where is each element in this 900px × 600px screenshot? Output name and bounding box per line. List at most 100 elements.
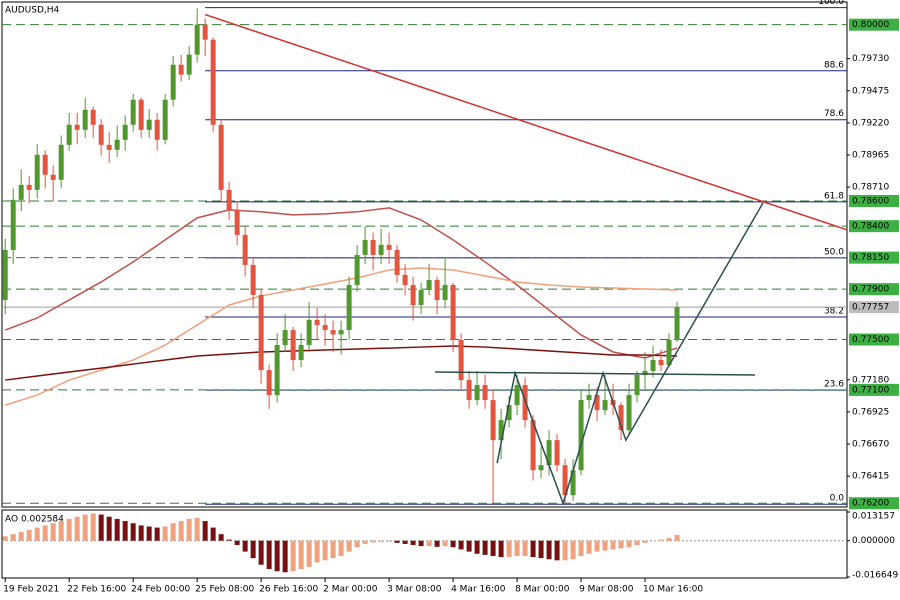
ao-bar <box>82 514 88 541</box>
candle-body <box>402 274 408 285</box>
candle-body <box>178 64 184 75</box>
ao-bar <box>10 534 16 541</box>
ao-bar <box>498 540 504 558</box>
candle-body <box>186 54 192 75</box>
candle-body <box>602 400 608 411</box>
level-box <box>849 18 899 31</box>
ao-bar <box>146 526 152 541</box>
moving-average <box>4 207 678 359</box>
y-tick-label: 0.76670 <box>852 440 889 450</box>
ao-bar <box>234 540 240 546</box>
y-tick-label: 0.79220 <box>852 118 889 128</box>
ao-bar <box>522 540 528 556</box>
ao-bar <box>602 540 608 551</box>
x-tick-label: 26 Feb 16:00 <box>259 585 318 595</box>
candle-body <box>242 234 248 265</box>
y-tick-label: 0.78965 <box>852 151 889 161</box>
level-label: 0.80000 <box>852 20 889 30</box>
ao-panel <box>1 509 848 579</box>
candle-body <box>162 99 168 140</box>
ao-bar <box>506 540 512 558</box>
candle-body <box>74 124 80 130</box>
x-tick-label: 3 Mar 08:00 <box>387 585 442 595</box>
x-tick-label: 4 Mar 16:00 <box>451 585 506 595</box>
candle-body <box>298 345 304 361</box>
candle-body <box>626 395 632 431</box>
x-tick-label: 10 Mar 16:00 <box>643 585 703 595</box>
candle-body <box>450 284 456 341</box>
ao-bar <box>186 518 192 541</box>
candle-body <box>170 64 176 100</box>
y-tick-label: 0.77180 <box>852 375 889 385</box>
ao-bar <box>210 527 216 541</box>
main-panel <box>1 1 848 508</box>
x-tick-label: 19 Feb 2021 <box>3 585 59 595</box>
fib-label: 50.0 <box>824 247 844 257</box>
ao-bar <box>594 540 600 552</box>
ao-bar <box>274 540 280 572</box>
candle-body <box>2 249 8 300</box>
ao-bar <box>218 534 224 541</box>
ao-bar <box>674 535 680 541</box>
candle-body <box>586 395 592 401</box>
last-price-label: 0.77757 <box>852 303 889 313</box>
candle-body <box>410 284 416 305</box>
candle-body <box>82 109 88 130</box>
trend-line <box>204 13 848 231</box>
candle-body <box>50 174 56 180</box>
candle-body <box>666 340 672 366</box>
ao-bar <box>154 527 160 541</box>
ao-bar <box>314 540 320 563</box>
candle-body <box>226 189 232 210</box>
candle-body <box>322 325 328 331</box>
ao-bar <box>346 540 352 552</box>
ao-bar <box>250 540 256 559</box>
candle-body <box>658 360 664 366</box>
moving-average <box>4 267 678 406</box>
fib-label: 38.2 <box>824 306 844 316</box>
candle-body <box>522 385 528 421</box>
ao-bar <box>562 540 568 561</box>
candle-body <box>530 420 536 471</box>
ao-bar <box>114 518 120 541</box>
last-price-box <box>849 301 899 314</box>
ao-bar <box>306 540 312 567</box>
ao-tick-label: -0.016649 <box>852 571 898 581</box>
ao-bar <box>58 521 64 541</box>
candle-body <box>274 345 280 396</box>
ao-tick-label: 0.000000 <box>852 536 895 546</box>
ao-bar <box>482 540 488 555</box>
candle-body <box>538 465 544 471</box>
candle-body <box>138 99 144 130</box>
candle-body <box>514 385 520 406</box>
candle-body <box>314 319 320 326</box>
candle-body <box>354 254 360 285</box>
ao-bar <box>410 540 416 546</box>
chart-title: AUDUSD,H4 <box>5 6 60 16</box>
level-box <box>849 283 899 296</box>
candle-body <box>26 184 32 190</box>
candle-body <box>234 209 240 235</box>
candle-body <box>642 370 648 376</box>
candle-body <box>330 330 336 335</box>
candle-body <box>282 330 288 346</box>
candle-body <box>442 284 448 300</box>
ao-bar <box>418 540 424 547</box>
y-tick-label: 0.76925 <box>852 407 889 417</box>
ao-bar <box>474 540 480 554</box>
level-label: 0.77500 <box>852 335 889 345</box>
ao-bar <box>378 540 384 542</box>
candle-body <box>362 239 368 255</box>
x-tick-label: 25 Feb 08:00 <box>195 585 254 595</box>
ao-bar <box>578 540 584 556</box>
candle-body <box>154 119 160 140</box>
ao-bar <box>34 527 40 541</box>
candle-body <box>258 294 264 371</box>
ao-bar <box>194 517 200 541</box>
ao-bar <box>610 540 616 550</box>
ao-bar <box>426 540 432 547</box>
candle-body <box>466 380 472 401</box>
y-tick-label: 0.78710 <box>852 183 889 193</box>
trend-line <box>496 202 764 506</box>
ao-bar <box>554 540 560 561</box>
